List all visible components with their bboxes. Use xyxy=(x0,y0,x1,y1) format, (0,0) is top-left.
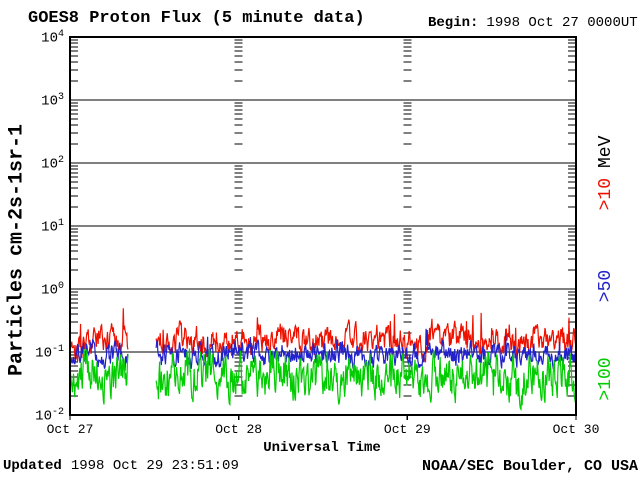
minor-ticks xyxy=(69,39,577,420)
x-tick-label-oct-30: Oct 30 xyxy=(552,422,600,437)
y-tick-label-10e4: 104 xyxy=(41,29,64,47)
updated-label: Updated xyxy=(3,458,62,474)
legend-gt100-mev: >100 xyxy=(596,357,616,400)
begin-annotation: Begin: 1998 Oct 27 0000UT xyxy=(428,15,638,31)
y-tick-label-10e-1: 10-1 xyxy=(35,344,64,362)
series-50mev xyxy=(69,328,577,373)
x-tick-label-oct-27: Oct 27 xyxy=(46,422,94,437)
legend-gt10-label: >10 xyxy=(596,178,616,211)
y-tick-label-10e0: 100 xyxy=(41,281,64,299)
updated-timestamp: Updated 1998 Oct 29 23:51:09 xyxy=(3,458,239,474)
credit-text: NOAA/SEC Boulder, CO USA xyxy=(421,458,638,475)
legend-mev-unit: MeV xyxy=(596,135,616,168)
x-tick-label-oct-28: Oct 28 xyxy=(215,422,263,437)
y-tick-label-10e2: 102 xyxy=(41,155,64,173)
legend-gt100-label: >100 xyxy=(596,357,616,401)
flux-series xyxy=(69,308,577,412)
legend-gt50-mev: >50 xyxy=(596,270,616,302)
x-axis-title: Universal Time xyxy=(263,440,381,456)
y-tick-label-10e3: 103 xyxy=(41,92,64,110)
begin-value: 1998 Oct 27 0000UT xyxy=(486,15,638,31)
series-100mev xyxy=(69,348,577,412)
plot-frame xyxy=(69,36,577,416)
y-tick-label-10e1: 101 xyxy=(41,218,64,236)
major-gridlines xyxy=(70,99,576,353)
series-10mev xyxy=(69,308,577,363)
y-tick-label-10e-2: 10-2 xyxy=(35,407,64,425)
begin-label: Begin: xyxy=(428,15,479,31)
updated-value: 1998 Oct 29 23:51:09 xyxy=(70,458,239,474)
legend-gt50-label: >50 xyxy=(596,269,616,303)
chart-title: GOES8 Proton Flux (5 minute data) xyxy=(28,9,365,28)
legend-gt10-mev: >10 MeV xyxy=(596,136,616,211)
x-tick-label-oct-29: Oct 29 xyxy=(383,422,431,437)
